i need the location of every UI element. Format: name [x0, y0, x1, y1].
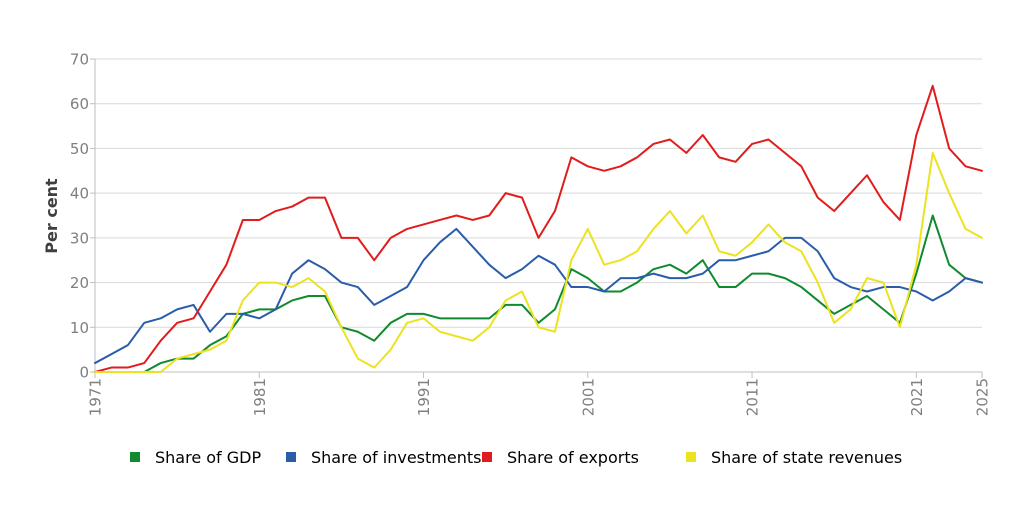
y-tick-label: 10: [70, 319, 89, 337]
legend-swatch: [686, 452, 696, 462]
y-tick-labels: 0 10 20 30 40 50 60 70: [70, 51, 95, 382]
x-tick-labels: 1971 1981 1991 2001 2011 2021 2025: [87, 372, 992, 416]
legend-swatch: [286, 452, 296, 462]
legend-label: Share of GDP: [155, 448, 261, 467]
y-tick-label: 50: [70, 140, 89, 158]
axes: [94, 59, 982, 373]
legend-swatch: [130, 452, 140, 462]
series-line-share-of-state-revenues: [94, 151, 983, 373]
x-tick-label: 1971: [87, 378, 105, 416]
legend-label: Share of exports: [507, 448, 639, 467]
legend-label: Share of investments: [311, 448, 481, 467]
x-tick-label: 2025: [974, 378, 992, 416]
y-tick-label: 40: [70, 185, 89, 203]
x-tick-label: 1991: [415, 378, 433, 416]
series-line-share-of-investments: [94, 227, 983, 365]
y-tick-label: 0: [79, 364, 89, 382]
y-tick-label: 20: [70, 274, 89, 292]
y-tick-label: 30: [70, 229, 89, 247]
x-tick-label: 2001: [579, 378, 597, 416]
x-tick-label: 2011: [744, 378, 762, 416]
x-tick-label: 2021: [908, 378, 926, 416]
legend-swatch: [482, 452, 492, 462]
y-tick-label: 60: [70, 95, 89, 113]
legend: Share of GDP Share of investments Share of…: [130, 448, 902, 467]
x-tick-label: 1981: [251, 378, 269, 416]
y-axis-title: Per cent: [42, 178, 61, 254]
legend-label: Share of state revenues: [711, 448, 902, 467]
series-line-share-of-gdp: [94, 214, 983, 373]
y-tick-label: 70: [70, 51, 89, 69]
series-line-share-of-exports: [94, 84, 983, 373]
series-lines: [94, 84, 983, 373]
